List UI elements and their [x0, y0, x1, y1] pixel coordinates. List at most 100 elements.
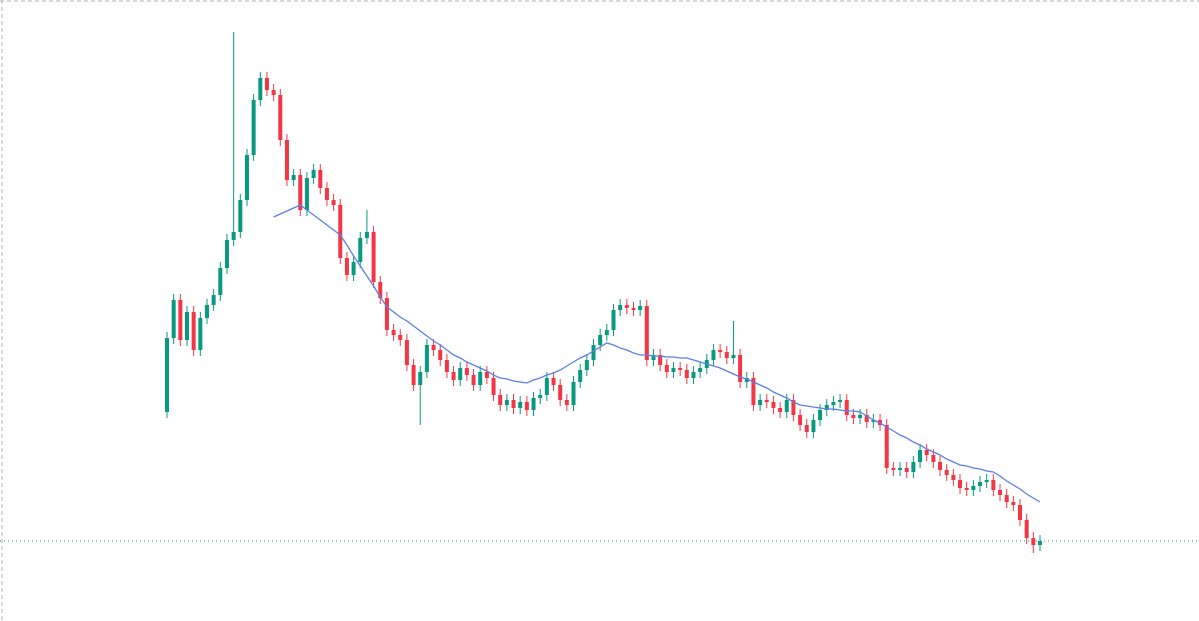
candle-body: [444, 360, 449, 372]
candle-body: [771, 402, 776, 408]
candle-body: [618, 305, 623, 310]
candle-body: [511, 400, 516, 408]
candle-body: [638, 306, 643, 310]
candle-body: [958, 480, 963, 488]
candle-body: [218, 268, 223, 295]
candle-body: [244, 155, 249, 200]
candle-body: [191, 312, 196, 350]
candle-body: [304, 178, 309, 210]
candle-body: [584, 360, 589, 370]
candle-body: [664, 365, 669, 372]
candle-body: [491, 378, 496, 395]
candle-body: [464, 368, 469, 375]
candle-body: [678, 368, 683, 370]
candle-body: [784, 400, 789, 412]
candle-body: [258, 78, 263, 100]
candle-body: [644, 306, 649, 360]
candle-body: [698, 368, 703, 372]
candle-body: [764, 400, 769, 402]
candle-body: [731, 355, 736, 358]
candle-body: [798, 415, 803, 425]
candle-body: [331, 200, 336, 205]
candle-body: [238, 200, 243, 232]
candle-body: [978, 482, 983, 486]
candle-body: [918, 450, 923, 462]
candle-body: [311, 170, 316, 178]
candle-body: [484, 372, 489, 378]
candle-body: [358, 238, 363, 262]
moving-average-line: [273, 204, 1041, 503]
candle-body: [211, 295, 216, 305]
candle-body: [1024, 520, 1029, 538]
candle-body: [931, 455, 936, 462]
candle-body: [391, 330, 396, 335]
candle-body: [411, 365, 416, 385]
candle-body: [198, 318, 203, 350]
candle-body: [171, 300, 176, 338]
candle-body: [498, 395, 503, 405]
candle-body: [691, 372, 696, 378]
candle-body: [971, 486, 976, 490]
candle-body: [551, 378, 556, 385]
candle-body: [458, 368, 463, 380]
candle-body: [831, 402, 836, 405]
candle-body: [544, 378, 549, 395]
candle-body: [578, 370, 583, 382]
candle-body: [318, 170, 323, 188]
candle-body: [531, 398, 536, 410]
candle-body: [291, 175, 296, 180]
candle-body: [251, 100, 256, 155]
candle-body: [284, 140, 289, 180]
candle-body: [431, 345, 436, 350]
candle-body: [404, 340, 409, 365]
candle-body: [591, 345, 596, 360]
candle-body: [1038, 541, 1042, 545]
candle-body: [1004, 495, 1009, 502]
candle-body: [671, 368, 676, 372]
candle-body: [384, 298, 389, 330]
candle-body: [571, 382, 576, 405]
candle-body: [264, 78, 269, 90]
candle-body: [1031, 538, 1036, 545]
candle-body: [944, 470, 949, 475]
candle-body: [924, 450, 929, 455]
candle-body: [438, 350, 443, 360]
candle-body: [938, 462, 943, 470]
candle-body: [518, 402, 523, 408]
candle-body: [964, 488, 969, 490]
candle-body: [344, 258, 349, 275]
candle-body: [224, 240, 229, 268]
candle-body: [791, 400, 796, 415]
candle-body: [651, 355, 656, 360]
candle-body: [864, 415, 869, 422]
candle-body: [478, 372, 483, 385]
candle-body: [351, 262, 356, 275]
candle-body: [424, 345, 429, 372]
candle-body: [891, 468, 896, 470]
candle-body: [1011, 502, 1016, 505]
candle-body: [1018, 505, 1023, 520]
candle-body: [884, 425, 889, 468]
candle-body: [271, 90, 276, 95]
candle-body: [558, 385, 563, 400]
candle-body: [811, 420, 816, 432]
candle-body: [165, 338, 169, 412]
candle-body: [564, 400, 569, 405]
candle-body: [851, 415, 856, 418]
candle-body: [898, 468, 903, 470]
candle-body: [364, 232, 369, 238]
candle-body: [378, 282, 383, 298]
candle-body: [611, 310, 616, 330]
candle-body: [758, 400, 763, 405]
candle-body: [724, 352, 729, 358]
candle-body: [471, 375, 476, 385]
candle-body: [711, 350, 716, 360]
candle-body: [451, 372, 456, 380]
candle-body: [204, 305, 209, 318]
candle-body: [298, 175, 303, 210]
candle-body: [904, 468, 909, 472]
candle-body: [998, 490, 1003, 495]
candle-body: [951, 475, 956, 480]
candle-body: [398, 335, 403, 340]
